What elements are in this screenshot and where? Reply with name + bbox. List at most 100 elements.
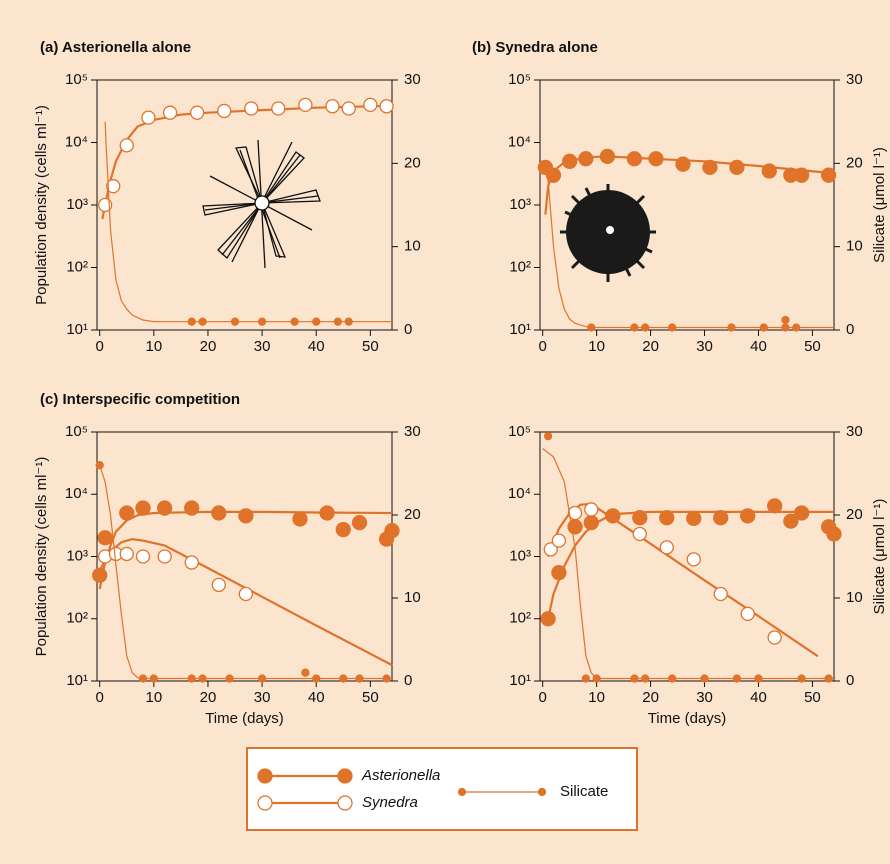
data-point xyxy=(385,524,399,538)
data-point xyxy=(313,675,320,682)
x-tick-label: 20 xyxy=(642,338,659,355)
y-tick-label: 10¹ xyxy=(509,321,531,338)
data-point xyxy=(259,318,266,325)
legend-marker xyxy=(258,769,272,783)
y-tick-label: 10⁴ xyxy=(65,133,88,150)
data-point xyxy=(188,675,195,682)
legend-marker xyxy=(459,789,466,796)
y-tick-label: 10⁵ xyxy=(65,71,88,88)
data-point xyxy=(380,100,393,113)
y2-tick-label: 30 xyxy=(404,423,421,440)
data-point xyxy=(631,675,638,682)
y2-tick-label: 10 xyxy=(404,238,421,255)
data-point xyxy=(793,324,800,331)
data-point xyxy=(631,324,638,331)
data-point xyxy=(353,516,367,530)
data-point xyxy=(199,318,206,325)
y2-tick-label: 20 xyxy=(846,154,863,171)
x-tick-label: 50 xyxy=(362,338,379,355)
data-point xyxy=(798,675,805,682)
data-point xyxy=(600,149,614,163)
data-point xyxy=(383,675,390,682)
data-point xyxy=(120,547,133,560)
data-point xyxy=(120,139,133,152)
data-point xyxy=(588,324,595,331)
y2-tick-label: 20 xyxy=(404,154,421,171)
data-point xyxy=(313,318,320,325)
data-point xyxy=(563,154,577,168)
y2-tick-label: 0 xyxy=(846,672,854,689)
y2-tick-label: 10 xyxy=(846,238,863,255)
x-tick-label: 30 xyxy=(254,689,271,706)
x-axis-label: Time (days) xyxy=(205,710,284,727)
y2-tick-label: 0 xyxy=(404,672,412,689)
y2-tick-label: 30 xyxy=(846,71,863,88)
x-tick-label: 20 xyxy=(200,689,217,706)
y-tick-label: 10¹ xyxy=(66,672,88,689)
legend-marker xyxy=(539,789,546,796)
data-point xyxy=(741,607,754,620)
data-point xyxy=(136,501,150,515)
x-tick-label: 10 xyxy=(145,689,162,706)
data-point xyxy=(345,318,352,325)
x-axis-label: Time (days) xyxy=(648,710,727,727)
data-point xyxy=(218,104,231,117)
data-point xyxy=(232,318,239,325)
y-tick-label: 10² xyxy=(66,258,88,275)
data-point xyxy=(676,157,690,171)
data-point xyxy=(701,675,708,682)
x-tick-label: 10 xyxy=(145,338,162,355)
data-point xyxy=(98,531,112,545)
data-point xyxy=(552,534,565,547)
x-tick-label: 0 xyxy=(96,338,104,355)
data-point xyxy=(825,675,832,682)
y-tick-label: 10¹ xyxy=(509,672,531,689)
data-point xyxy=(199,675,206,682)
x-tick-label: 20 xyxy=(642,689,659,706)
data-point xyxy=(356,675,363,682)
data-point xyxy=(158,501,172,515)
data-point xyxy=(302,669,309,676)
data-point xyxy=(795,506,809,520)
y-tick-label: 10⁵ xyxy=(508,71,531,88)
data-point xyxy=(733,675,740,682)
data-point xyxy=(272,102,285,115)
x-tick-label: 0 xyxy=(96,689,104,706)
data-point xyxy=(568,520,582,534)
data-point xyxy=(191,106,204,119)
data-point xyxy=(642,324,649,331)
y2-tick-label: 30 xyxy=(846,423,863,440)
data-point xyxy=(768,631,781,644)
x-tick-label: 50 xyxy=(804,338,821,355)
y-tick-label: 10¹ xyxy=(66,321,88,338)
y-axis-label: Population density (cells ml⁻¹) xyxy=(33,105,50,305)
data-point xyxy=(714,511,728,525)
data-point xyxy=(320,506,334,520)
data-point xyxy=(326,100,339,113)
y-tick-label: 10³ xyxy=(66,547,88,564)
y2-tick-label: 10 xyxy=(846,589,863,606)
data-point xyxy=(150,675,157,682)
x-tick-label: 40 xyxy=(750,689,767,706)
data-point xyxy=(728,324,735,331)
data-point xyxy=(96,462,103,469)
data-point xyxy=(552,566,566,580)
data-point xyxy=(669,675,676,682)
data-point xyxy=(782,324,789,331)
data-point xyxy=(185,556,198,569)
data-point xyxy=(245,102,258,115)
y-tick-label: 10² xyxy=(509,610,531,627)
data-point xyxy=(633,527,646,540)
data-point xyxy=(93,568,107,582)
panel-title: (b) Synedra alone xyxy=(472,39,598,56)
data-point xyxy=(795,168,809,182)
y-tick-label: 10⁴ xyxy=(65,485,88,502)
data-point xyxy=(142,111,155,124)
y2-tick-label: 10 xyxy=(404,589,421,606)
panel-title: (c) Interspecific competition xyxy=(40,391,240,408)
legend-marker xyxy=(338,796,352,810)
data-point xyxy=(762,164,776,178)
data-point xyxy=(782,317,789,324)
y2-tick-label: 20 xyxy=(404,506,421,523)
y2-tick-label: 0 xyxy=(846,321,854,338)
